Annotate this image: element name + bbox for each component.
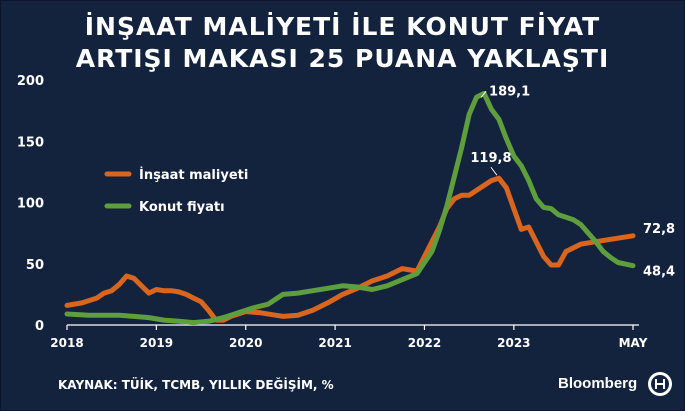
y-tick-label: 150 xyxy=(17,135,44,150)
series-line-konut xyxy=(64,90,636,326)
bloomberg-ht-logo-icon xyxy=(648,372,672,396)
annotation-label: 189,1 xyxy=(489,84,530,99)
annotation-label: 119,8 xyxy=(470,151,511,166)
x-tick-label: 2022 xyxy=(408,336,441,350)
y-tick-label: 0 xyxy=(35,319,44,334)
legend-label: Konut fiyatı xyxy=(139,200,225,215)
legend-label: İnşaat maliyeti xyxy=(139,167,248,183)
x-tick-label: 2019 xyxy=(140,336,173,350)
y-tick-label: 50 xyxy=(26,258,44,273)
annotation-end-label: 48,4 xyxy=(643,265,675,280)
annotation-leader xyxy=(490,166,498,176)
x-tick-label: MAY xyxy=(619,336,648,350)
y-tick-label: 100 xyxy=(17,197,44,212)
y-tick-label: 200 xyxy=(17,74,44,89)
x-tick-label: 2018 xyxy=(50,336,83,350)
x-tick-label: 2021 xyxy=(318,336,351,350)
source-note: KAYNAK: TÜİK, TCMB, YILLIK DEĞİŞİM, % xyxy=(58,378,334,392)
bloomberg-wordmark: Bloomberg xyxy=(558,375,638,392)
annotation-leader xyxy=(480,91,487,98)
x-tick-label: 2023 xyxy=(497,336,530,350)
x-tick-label: 2020 xyxy=(229,336,262,350)
annotation-end-label: 72,8 xyxy=(643,222,675,237)
chart-title-line1: İNŞAAT MALİYETİ İLE KONUT FİYAT xyxy=(84,12,601,41)
chart-title-line2: ARTIŞI MAKASI 25 PUANA YAKLAŞTI xyxy=(75,44,610,73)
series-line-insaat xyxy=(64,175,636,323)
